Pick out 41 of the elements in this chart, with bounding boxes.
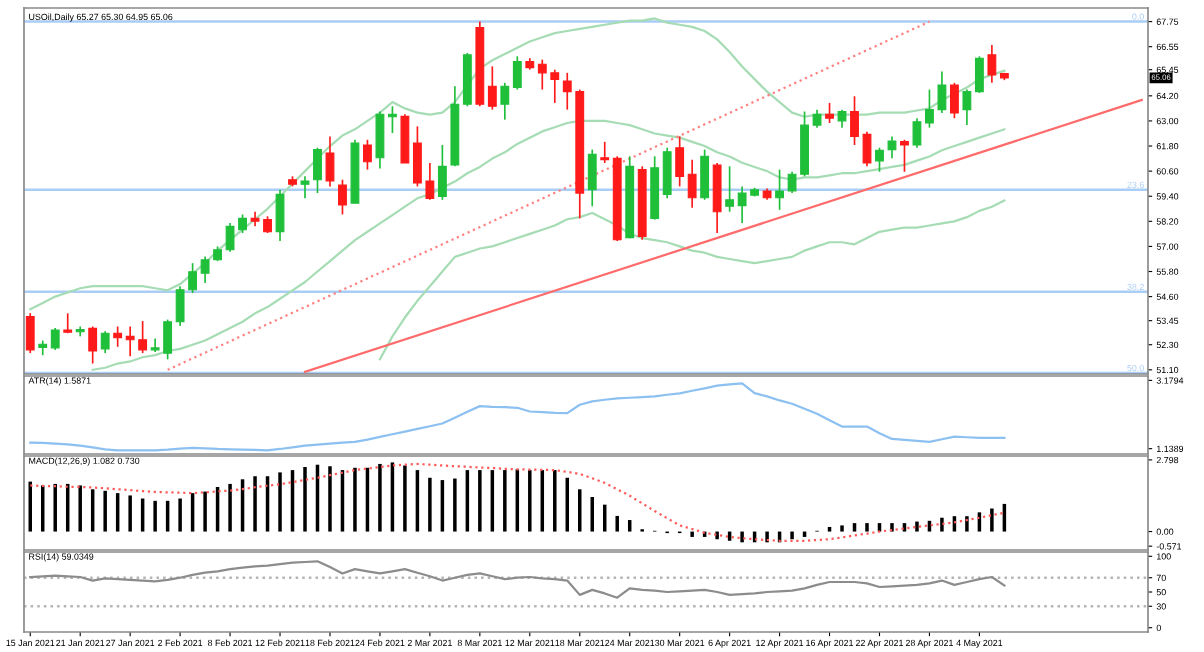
candlestick [512, 55, 522, 91]
candlestick [363, 138, 372, 171]
candlestick [587, 148, 597, 208]
line-series [29, 382, 1006, 452]
candlestick [875, 146, 884, 173]
candlestick [487, 65, 497, 111]
line-series [29, 560, 1006, 599]
candlestick [313, 146, 322, 194]
candlestick [100, 330, 110, 354]
candlestick [775, 168, 785, 211]
candlestick [949, 82, 959, 120]
candlestick [712, 162, 722, 234]
candlestick [600, 141, 610, 164]
candlestick [887, 135, 897, 160]
candlestick [675, 135, 685, 188]
candlestick [725, 165, 735, 213]
candlestick [300, 175, 310, 200]
candlestick [687, 158, 697, 209]
candlestick [275, 188, 285, 242]
candlestick [825, 102, 834, 124]
candlestick [437, 144, 447, 201]
candlestick [338, 178, 347, 216]
candlestick [325, 135, 335, 188]
candlestick [700, 148, 710, 201]
candlestick [912, 117, 922, 149]
line-series [29, 17, 1006, 311]
candlestick [500, 82, 510, 121]
candlestick [900, 138, 909, 173]
candlestick [962, 88, 972, 126]
candlestick [113, 325, 123, 348]
candlestick [88, 325, 98, 365]
candlestick [662, 146, 672, 200]
line-series [91, 119, 1006, 371]
line-series [378, 199, 1006, 361]
candlestick [987, 44, 997, 84]
candlestick [50, 327, 60, 351]
line-series [29, 462, 1006, 542]
candlestick [400, 113, 410, 164]
candlestick [375, 110, 385, 170]
candlestick [974, 55, 984, 94]
candlestick [25, 312, 35, 354]
